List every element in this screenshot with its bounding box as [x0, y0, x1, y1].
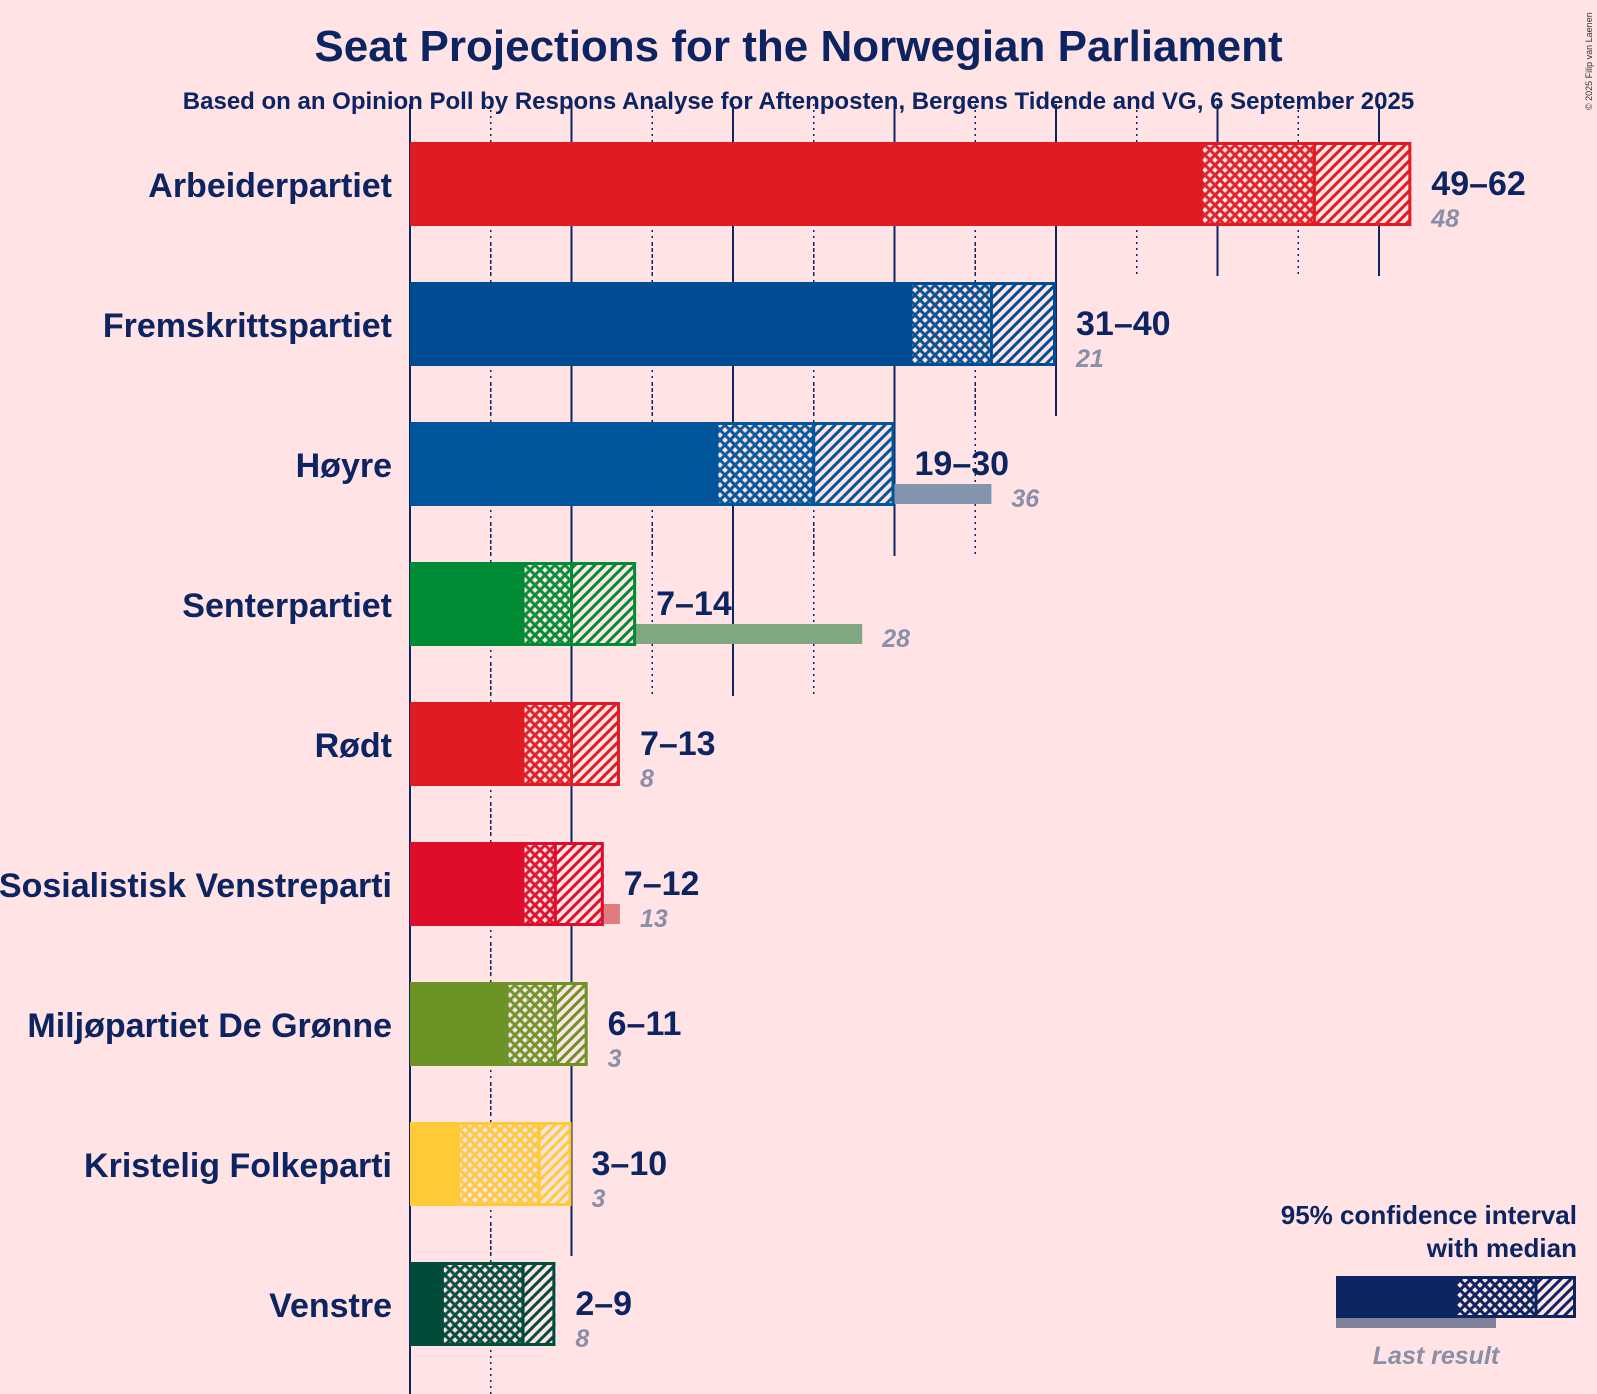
legend-lower-hatch: [1456, 1276, 1536, 1318]
ci-solid-bar: [410, 702, 524, 786]
legend-line-2: with median: [1426, 1233, 1577, 1263]
legend-outline: [1454, 1276, 1576, 1318]
range-label: 49–62: [1431, 165, 1526, 203]
range-label: 7–13: [640, 725, 716, 763]
party-row: Senterpartiet 7–14 28: [182, 562, 910, 653]
ci-outline: [456, 1122, 572, 1206]
range-label: 19–30: [915, 445, 1010, 483]
ci-outline: [715, 422, 895, 506]
ci-outline: [909, 282, 1057, 366]
ci-outline: [521, 562, 637, 646]
range-label: 3–10: [592, 1145, 668, 1183]
ci-solid-bar: [410, 1122, 459, 1206]
ci-upper-hatch: [991, 282, 1056, 366]
last-result-label: 21: [1075, 345, 1104, 373]
last-result-label: 48: [1430, 205, 1459, 233]
ci-outline: [505, 982, 588, 1066]
range-label: 2–9: [575, 1285, 632, 1323]
legend-upper-hatch: [1536, 1276, 1576, 1318]
range-label: 31–40: [1076, 305, 1171, 343]
chart-title: Seat Projections for the Norwegian Parli…: [314, 22, 1283, 71]
party-row: Miljøpartiet De Grønne 6–113: [27, 982, 681, 1073]
ci-lower-hatch: [910, 282, 992, 366]
ci-lower-hatch: [523, 842, 556, 926]
party-label: Arbeiderpartiet: [148, 167, 392, 205]
ci-outline: [440, 1262, 556, 1346]
ci-solid-bar: [410, 282, 911, 366]
last-result-label: 28: [881, 625, 910, 653]
ci-lower-hatch: [716, 422, 814, 506]
ci-solid-bar: [410, 422, 717, 506]
last-result-label: 8: [640, 765, 654, 793]
party-label: Høyre: [296, 447, 392, 485]
last-result-label: 36: [1011, 485, 1040, 513]
legend-line-1: 95% confidence interval: [1281, 1200, 1577, 1230]
ci-solid-bar: [410, 562, 524, 646]
ci-solid-bar: [410, 142, 1202, 226]
ci-lower-hatch: [1201, 142, 1315, 226]
ci-upper-hatch: [1314, 142, 1412, 226]
party-label: Kristelig Folkeparti: [84, 1147, 392, 1185]
ci-lower-hatch: [523, 702, 572, 786]
last-result-label: 3: [608, 1045, 622, 1073]
last-result-label: 8: [575, 1325, 589, 1353]
ci-upper-hatch: [523, 1262, 556, 1346]
party-row: Venstre 2–98: [269, 1262, 632, 1353]
ci-lower-hatch: [442, 1262, 524, 1346]
legend-solid-bar: [1336, 1276, 1456, 1318]
legend: 95% confidence interval with median Last…: [1281, 1200, 1577, 1370]
ci-upper-hatch: [539, 1122, 572, 1206]
ci-outline: [1199, 142, 1412, 226]
chart-subtitle: Based on an Opinion Poll by Respons Anal…: [182, 88, 1415, 115]
legend-last-result: Last result: [1373, 1342, 1501, 1370]
party-label: Rødt: [315, 727, 392, 765]
last-result-label: 13: [640, 905, 668, 933]
party-label: Miljøpartiet De Grønne: [27, 1007, 392, 1045]
ci-solid-bar: [410, 842, 524, 926]
ci-lower-hatch: [523, 562, 572, 646]
ci-lower-hatch: [458, 1122, 540, 1206]
ci-upper-hatch: [813, 422, 895, 506]
party-label: Sosialistisk Venstreparti: [0, 867, 392, 905]
ci-upper-hatch: [571, 562, 637, 646]
range-label: 6–11: [608, 1005, 682, 1043]
party-label: Fremskrittspartiet: [103, 307, 392, 345]
ci-solid-bar: [410, 1262, 443, 1346]
ci-upper-hatch: [571, 702, 620, 786]
ci-upper-hatch: [555, 842, 604, 926]
ci-outline: [521, 842, 604, 926]
range-label: 7–14: [656, 585, 732, 623]
ci-lower-hatch: [506, 982, 556, 1066]
ci-solid-bar: [410, 982, 507, 1066]
party-row: Kristelig Folkeparti 3–103: [84, 1122, 667, 1213]
party-label: Venstre: [269, 1287, 392, 1325]
last-result-label: 3: [592, 1185, 606, 1213]
party-row: Rødt 7–138: [315, 702, 716, 793]
ci-upper-hatch: [555, 982, 588, 1066]
range-label: 7–12: [624, 865, 700, 903]
party-label: Senterpartiet: [182, 587, 392, 625]
